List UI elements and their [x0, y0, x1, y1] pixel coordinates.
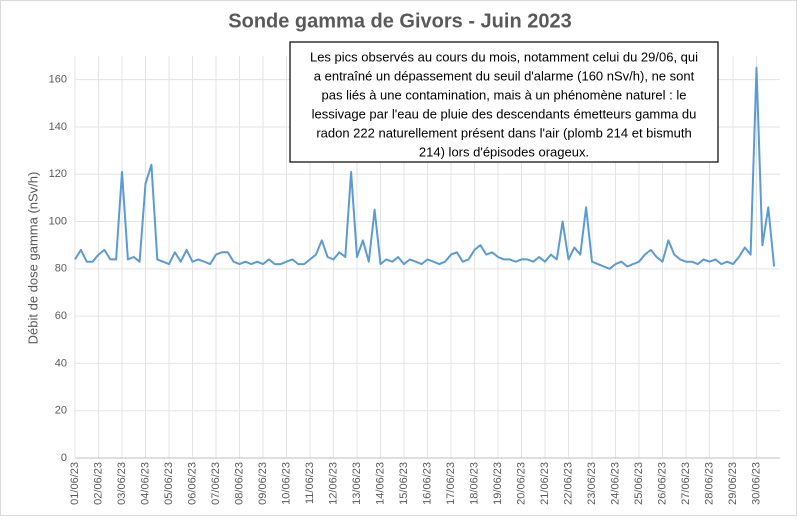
x-tick-label: 11/06/23	[304, 462, 316, 504]
x-tick-label: 26/06/23	[656, 462, 668, 505]
chart-title: Sonde gamma de Givors - Juin 2023	[228, 10, 571, 32]
annotation-line: lessivage par l'eau de pluie des descend…	[312, 106, 697, 121]
y-tick-label: 60	[55, 310, 67, 322]
data-line	[74, 66, 776, 270]
annotation-box	[289, 41, 719, 163]
x-tick-label: 03/06/23	[116, 462, 128, 505]
x-tick-label: 17/06/23	[445, 462, 457, 505]
x-tick-label: 08/06/23	[233, 462, 245, 505]
annotation-line: radon 222 naturellement présent dans l'a…	[316, 125, 691, 140]
x-tick-label: 27/06/23	[680, 462, 692, 505]
x-tick-label: 20/06/23	[515, 462, 527, 505]
x-tick-label: 29/06/23	[727, 462, 739, 505]
y-tick-label: 140	[49, 121, 67, 133]
x-tick-label: 10/06/23	[280, 462, 292, 505]
x-tick-label: 02/06/23	[92, 462, 104, 505]
x-tick-label: 14/06/23	[374, 462, 386, 505]
y-tick-label: 160	[49, 74, 67, 86]
y-axis-label: Débit de dose gamma (nSv/h)	[25, 172, 40, 345]
x-tick-label: 19/06/23	[492, 462, 504, 505]
x-tick-label: 04/06/23	[139, 462, 151, 505]
x-tick-label: 23/06/23	[586, 462, 598, 505]
x-tick-label: 25/06/23	[633, 462, 645, 505]
annotation-line: 214) lors d'épisodes orageux.	[419, 144, 589, 159]
annotation-line: Les pics observés au cours du mois, nota…	[310, 49, 698, 64]
x-tick-label: 06/06/23	[186, 462, 198, 505]
x-tick-label: 07/06/23	[210, 462, 222, 505]
x-tick-label: 16/06/23	[421, 462, 433, 505]
y-tick-label: 0	[61, 452, 67, 464]
y-tick-label: 120	[49, 168, 67, 180]
x-tick-label: 21/06/23	[539, 462, 551, 505]
annotation-line: a entraîné un dépassement du seuil d'ala…	[314, 68, 695, 83]
x-tick-label: 24/06/23	[609, 462, 621, 505]
x-tick-label: 01/06/23	[69, 462, 81, 505]
x-tick-label: 30/06/23	[750, 462, 762, 505]
y-tick-label: 80	[55, 263, 67, 275]
y-tick-label: 100	[49, 215, 67, 227]
y-tick-label: 40	[55, 357, 67, 369]
x-tick-label: 28/06/23	[703, 462, 715, 505]
x-tick-label: 09/06/23	[257, 462, 269, 505]
x-tick-label: 05/06/23	[163, 462, 175, 505]
y-tick-label: 20	[55, 405, 67, 417]
x-tick-label: 22/06/23	[562, 462, 574, 505]
x-tick-label: 13/06/23	[351, 462, 363, 505]
x-tick-label: 12/06/23	[327, 462, 339, 505]
x-tick-label: 18/06/23	[468, 462, 480, 505]
annotation-line: pas liés à une contamination, mais à un …	[322, 87, 687, 102]
x-tick-label: 15/06/23	[398, 462, 410, 505]
